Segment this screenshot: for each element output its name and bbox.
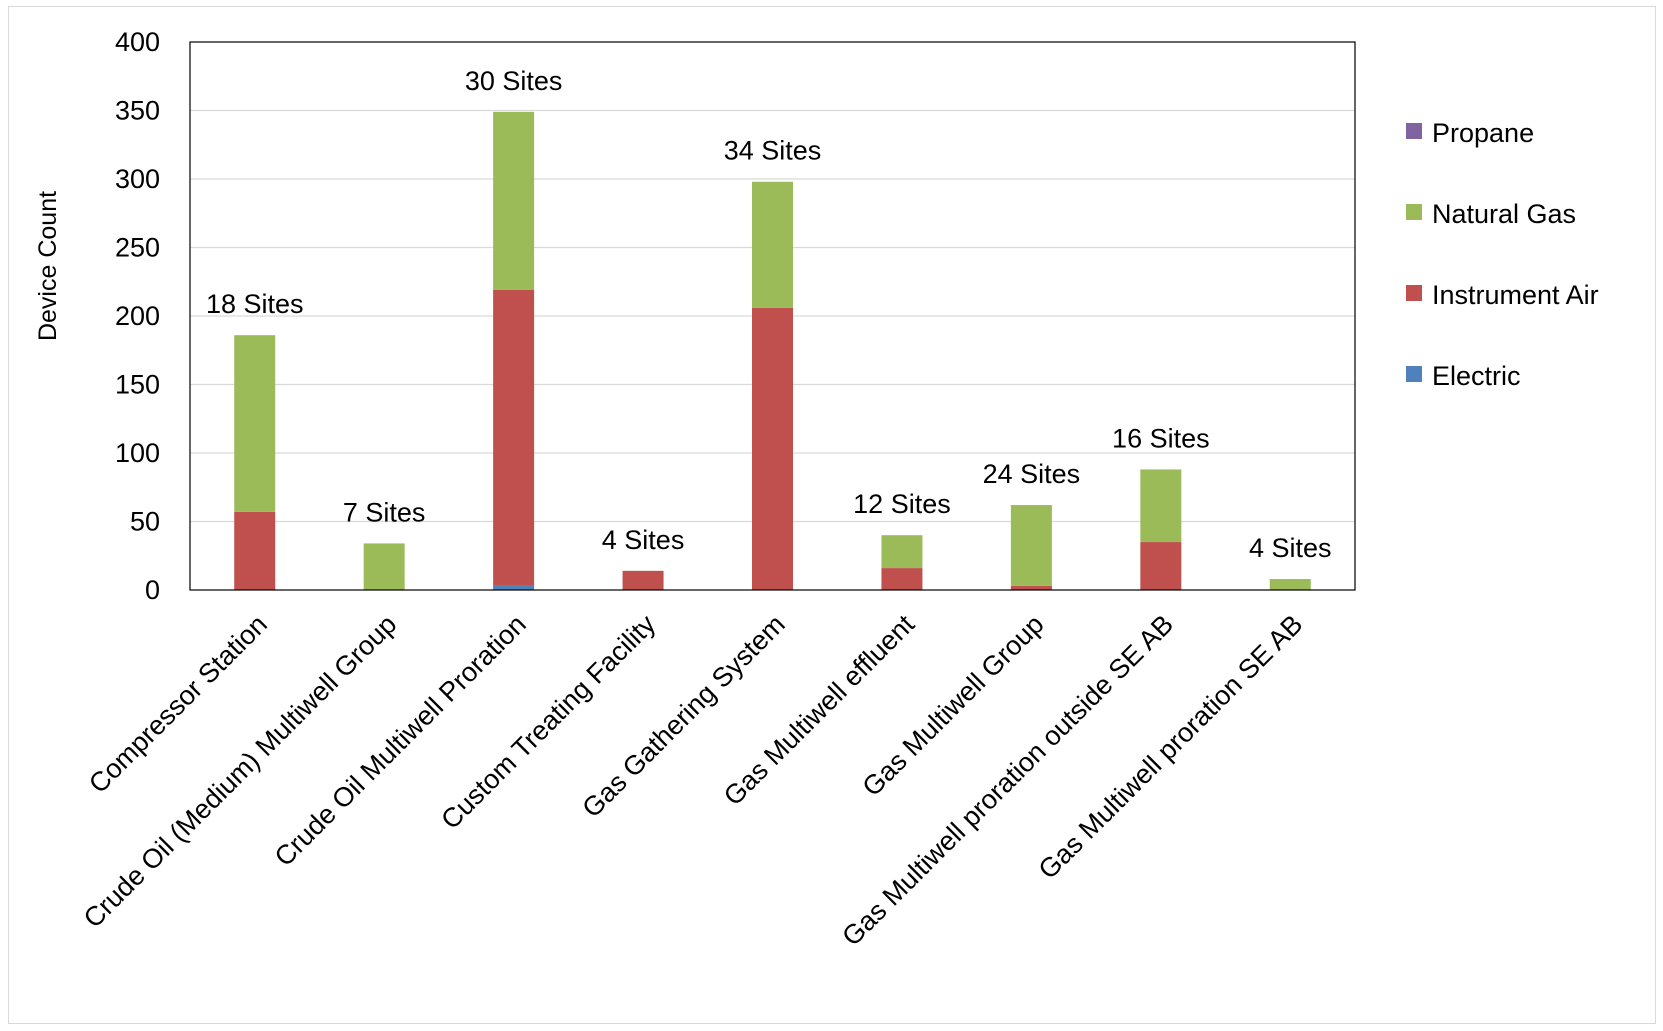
y-tick-label: 200	[115, 301, 160, 331]
y-tick-label: 150	[115, 370, 160, 400]
site-count-label: 24 Sites	[983, 459, 1081, 489]
site-count-labels: 18 Sites 7 Sites 30 Sites 4 Sites 34 Sites 12…	[206, 66, 1332, 563]
y-tick-label: 0	[145, 575, 160, 605]
site-count-label: 4 Sites	[602, 525, 685, 555]
bar-segment	[752, 181, 793, 308]
x-category-label: Gas Multiwell proration SE AB	[1033, 609, 1309, 885]
bars	[234, 111, 1311, 590]
plot-area-border	[189, 41, 1356, 591]
x-category-label: Custom Treating Facility	[435, 609, 661, 835]
y-tick-label: 400	[115, 27, 160, 57]
legend-label: Natural Gas	[1432, 199, 1576, 229]
y-tick-label: 250	[115, 233, 160, 263]
legend-swatch	[1406, 285, 1422, 301]
legend-label: Instrument Air	[1432, 280, 1599, 310]
bar-segment	[1010, 505, 1052, 586]
bar-segment	[234, 335, 276, 512]
site-count-label: 4 Sites	[1249, 533, 1332, 563]
bar-segment	[493, 289, 535, 586]
site-count-label: 30 Sites	[465, 66, 563, 96]
site-count-label: 16 Sites	[1112, 423, 1210, 453]
y-axis-title: Device Count	[34, 191, 62, 341]
legend-label: Propane	[1432, 118, 1534, 148]
bar-segment	[1010, 585, 1052, 590]
bar-segment	[1140, 469, 1182, 543]
legend-swatch	[1406, 204, 1422, 220]
bar-segment	[881, 568, 923, 590]
site-count-label: 12 Sites	[853, 489, 951, 519]
legend-swatch	[1406, 123, 1422, 139]
bar-segment	[881, 535, 923, 569]
site-count-label: 34 Sites	[724, 136, 822, 166]
legend-label: Electric	[1432, 361, 1521, 391]
bar-segment	[493, 111, 535, 290]
y-tick-label: 50	[130, 507, 160, 537]
legend: Propane Natural Gas Instrument Air Electric	[1406, 118, 1599, 391]
y-axis-ticks: 0 50 100 150 200 250 300 350 400	[115, 27, 160, 605]
y-tick-label: 350	[115, 96, 160, 126]
y-tick-label: 300	[115, 164, 160, 194]
bar-segment	[752, 307, 793, 590]
y-tick-label: 100	[115, 438, 160, 468]
bar-segment	[493, 585, 535, 590]
bar-segment	[1269, 579, 1311, 590]
site-count-label: 18 Sites	[206, 289, 304, 319]
bar-segment	[234, 511, 276, 590]
x-category-label: Crude Oil Multiwell Proration	[269, 609, 532, 872]
chart-frame	[8, 6, 1656, 1024]
bar-segment	[622, 570, 664, 590]
site-count-label: 7 Sites	[343, 497, 426, 527]
bar-segment	[363, 543, 405, 590]
bar-segment	[1140, 542, 1182, 590]
legend-swatch	[1406, 366, 1422, 382]
